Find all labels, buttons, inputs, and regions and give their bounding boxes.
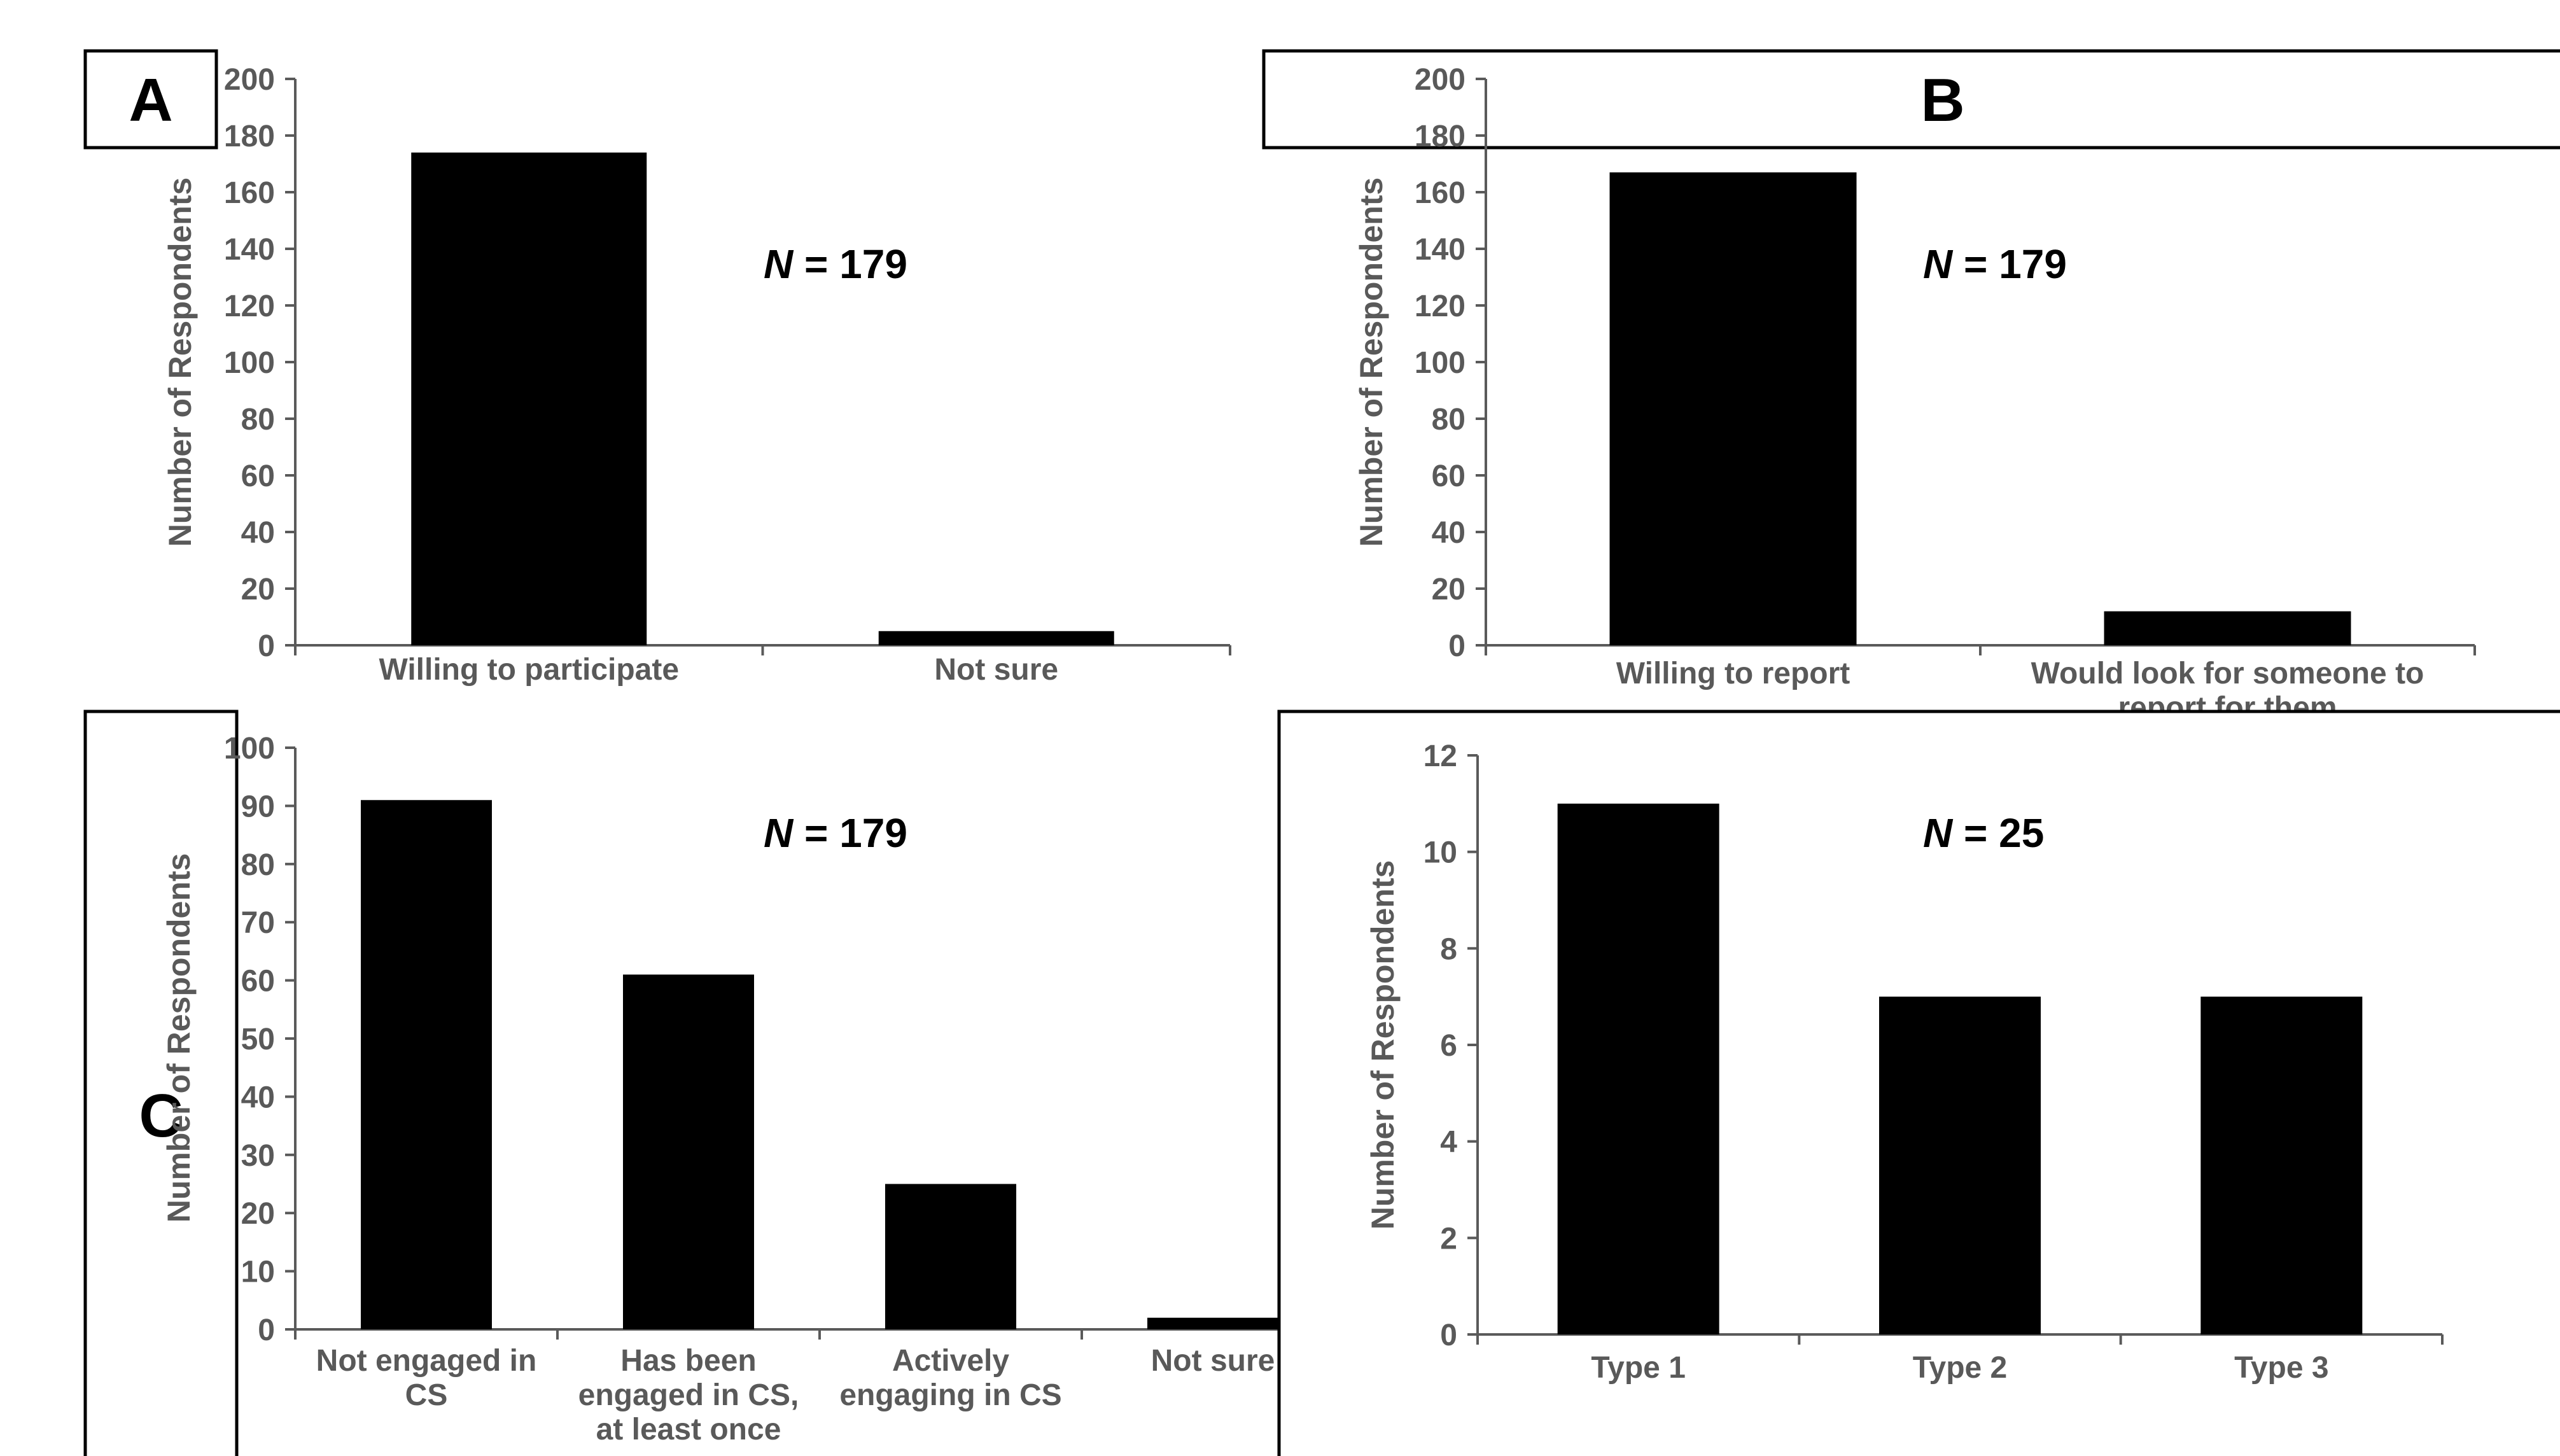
x-tick-label: at least once [596, 1413, 781, 1446]
y-tick-label: 60 [241, 965, 275, 998]
x-tick-label: Willing to participate [379, 653, 679, 687]
y-tick-label: 40 [241, 1081, 275, 1114]
y-tick-label: 2 [1440, 1222, 1457, 1256]
y-tick-label: 0 [258, 629, 275, 663]
y-tick-label: 100 [224, 732, 275, 766]
y-tick-label: 180 [224, 120, 275, 153]
y-tick-label: 0 [1440, 1319, 1457, 1352]
panel-label-box [83, 710, 239, 1456]
y-tick-label: 30 [241, 1139, 275, 1173]
panel-label: C [139, 1082, 183, 1150]
y-tick-label: 140 [1415, 233, 1465, 267]
y-tick-label: 140 [224, 233, 275, 267]
x-tick-label: engaged in CS, [578, 1378, 799, 1412]
y-tick-label: 50 [241, 1023, 275, 1056]
panel-b: B 0 20 40 60 80 100 120 140 160 180 200 Willing to r… [1262, 49, 2560, 725]
y-tick-label: 12 [1423, 739, 1457, 773]
panel-label-box [1262, 49, 2560, 150]
bar [1557, 803, 1719, 1334]
y-tick-label: 100 [1415, 346, 1465, 380]
y-tick-label: 80 [241, 848, 275, 882]
y-tick-label: 40 [241, 516, 275, 550]
x-tick-label: Not sure [934, 653, 1058, 687]
bar [411, 152, 647, 645]
y-tick-label: 10 [241, 1256, 275, 1289]
y-tick-label: 20 [241, 1197, 275, 1231]
y-axis-label: Number of Respondents [1353, 178, 1389, 547]
x-tick-label: Would look for someone to [2031, 657, 2424, 690]
y-tick-label: 20 [1432, 573, 1465, 606]
bar [361, 800, 492, 1329]
y-tick-label: 80 [241, 403, 275, 437]
y-tick-label: 60 [241, 459, 275, 493]
x-tick-label: Has been [620, 1344, 756, 1378]
y-tick-label: 90 [241, 790, 275, 823]
x-tick-label: Type 1 [1591, 1351, 1686, 1385]
y-tick-label: 200 [224, 63, 275, 97]
panel-a: A 0 20 40 60 80 100 120 140 160 180 200 Willing to p… [83, 49, 1231, 687]
y-tick-label: 80 [1432, 403, 1465, 437]
y-tick-label: 180 [1415, 120, 1465, 153]
x-tick-label: Not sure [1151, 1344, 1275, 1378]
sample-size-annotation: N = 25 [1923, 810, 2044, 856]
y-tick-label: 0 [1448, 629, 1465, 663]
bar [878, 631, 1114, 645]
x-tick-label: Not engaged in [316, 1344, 537, 1378]
sample-size-annotation: N = 179 [764, 241, 907, 287]
panel-label-box [83, 49, 218, 150]
y-axis-label: Number of Respondents [162, 178, 198, 547]
x-tick-label: Willing to report [1616, 657, 1850, 690]
panel-label: B [1920, 66, 1964, 134]
bar [623, 974, 754, 1329]
y-tick-label: 160 [1415, 176, 1465, 210]
x-tick-label: Type 2 [1913, 1351, 2008, 1385]
y-tick-label: 8 [1440, 932, 1457, 966]
y-tick-label: 120 [224, 290, 275, 323]
x-tick-label: Type 3 [2234, 1351, 2329, 1385]
y-axis-label: Number of Respondents [161, 853, 197, 1223]
y-tick-label: 60 [1432, 459, 1465, 493]
bar [1879, 997, 2041, 1334]
y-tick-label: 20 [241, 573, 275, 606]
y-tick-label: 40 [1432, 516, 1465, 550]
y-tick-label: 6 [1440, 1029, 1457, 1063]
bar [1147, 1317, 1278, 1329]
bar [2200, 997, 2363, 1334]
y-tick-label: 4 [1440, 1126, 1457, 1159]
y-tick-label: 70 [241, 906, 275, 940]
y-tick-label: 200 [1415, 63, 1465, 97]
x-tick-label: Actively [892, 1344, 1009, 1378]
bar [1609, 172, 1857, 646]
x-tick-label: CS [405, 1378, 448, 1412]
y-tick-label: 120 [1415, 290, 1465, 323]
y-tick-label: 10 [1423, 836, 1457, 870]
y-tick-label: 100 [224, 346, 275, 380]
y-tick-label: 0 [258, 1313, 275, 1347]
y-axis-label: Number of Respondents [1365, 860, 1401, 1230]
panel-label: A [129, 66, 172, 134]
bar [885, 1184, 1016, 1329]
y-tick-label: 160 [224, 176, 275, 210]
sample-size-annotation: N = 179 [764, 810, 907, 856]
x-tick-label: engaging in CS [839, 1378, 1061, 1412]
sample-size-annotation: N = 179 [1923, 241, 2067, 287]
bar [2104, 611, 2351, 645]
